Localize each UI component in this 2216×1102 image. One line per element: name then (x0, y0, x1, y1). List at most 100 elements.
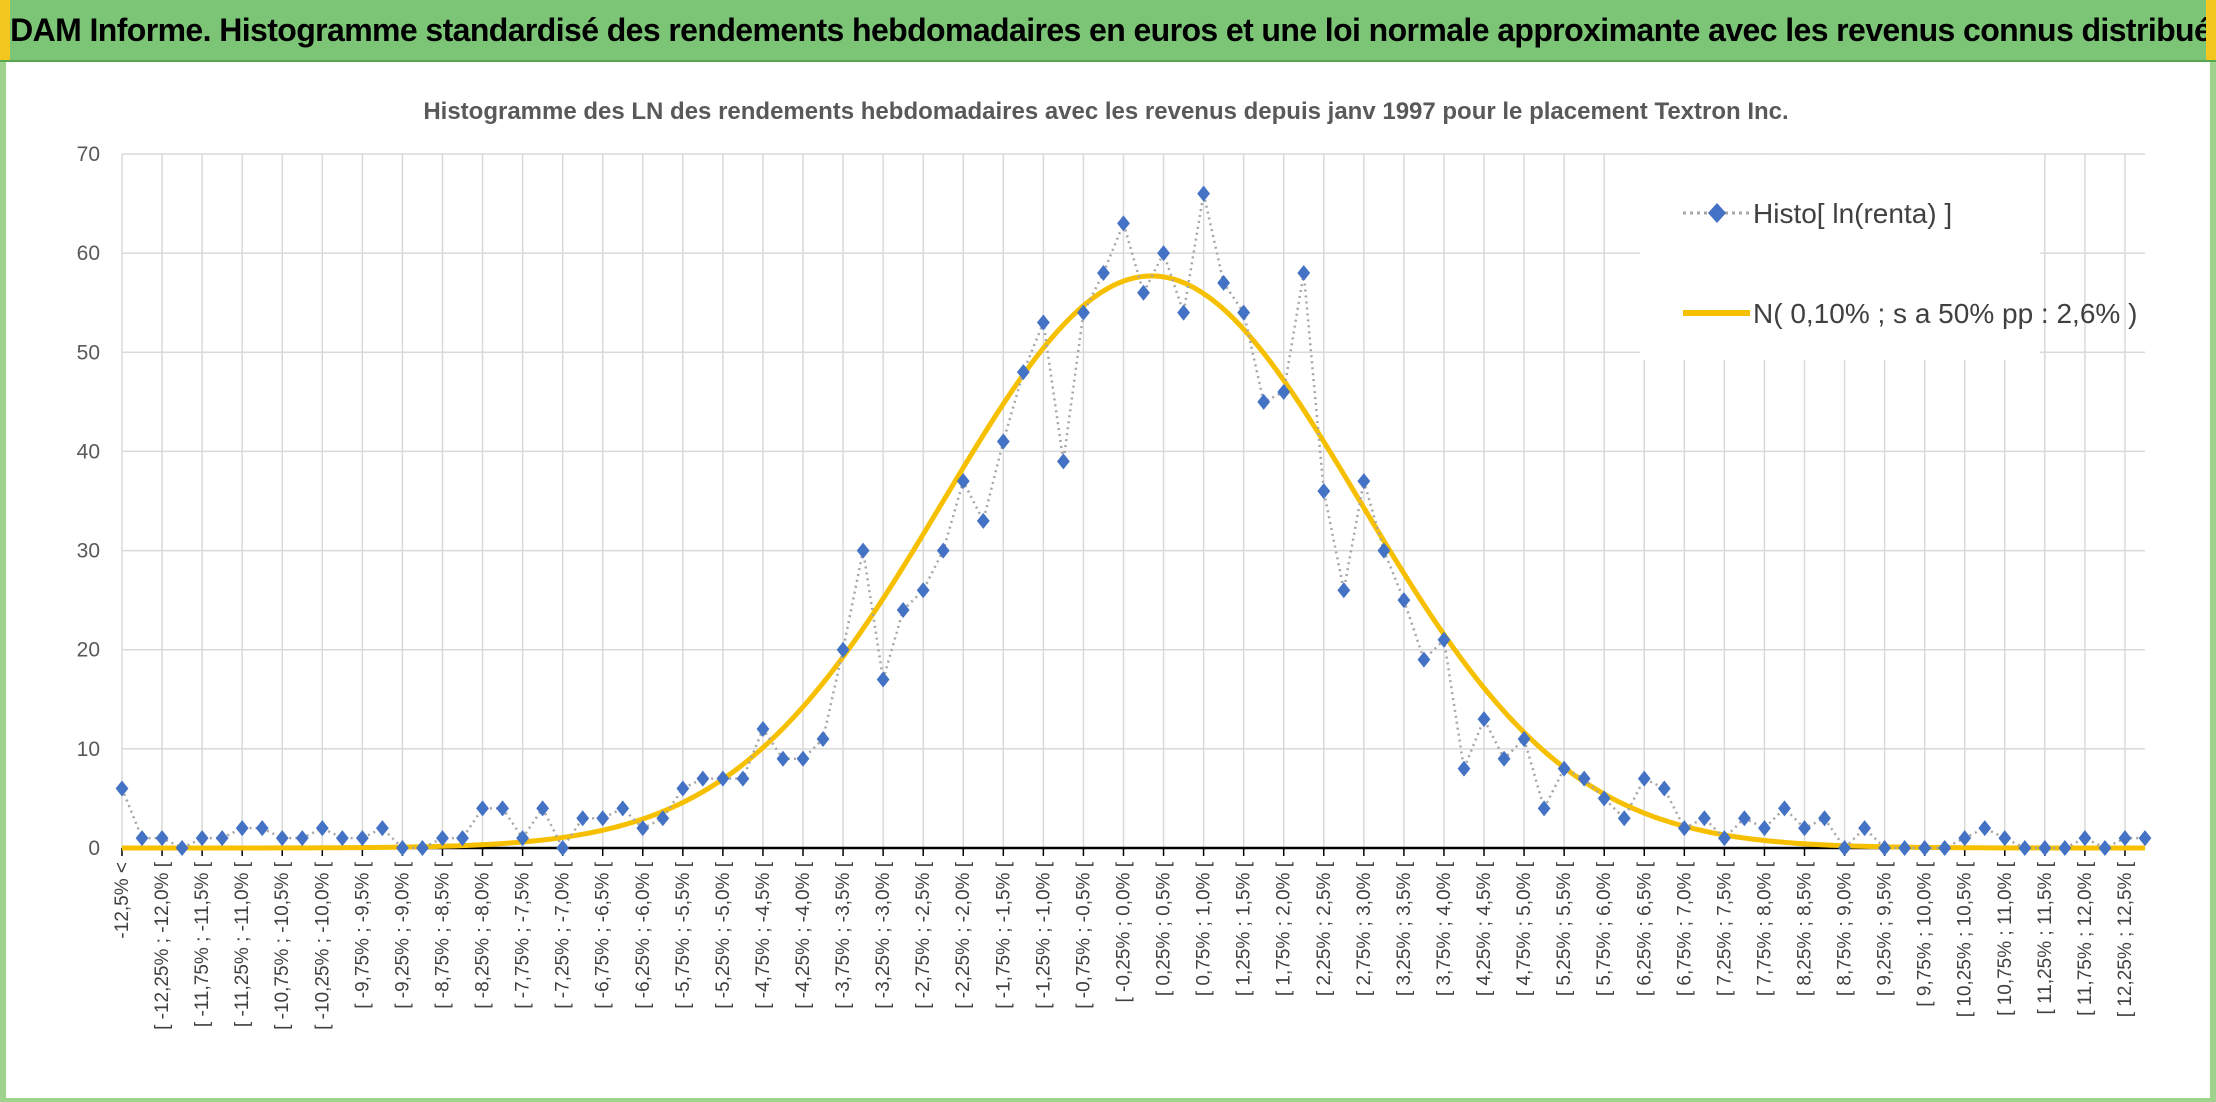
histogram-point (496, 800, 509, 817)
histogram-point (2078, 830, 2092, 847)
gridlines (121, 153, 2145, 848)
histogram-point (1277, 383, 1291, 400)
x-tick-label: [ -7,25% ; -7,0% [ (553, 861, 574, 1009)
x-tick-label: [ 12,25% ; 12,5% [ (2115, 861, 2136, 1017)
histogram-point (1858, 820, 1871, 837)
histogram-point (135, 830, 149, 847)
histogram-point (1477, 711, 1491, 728)
header-bar: ADAM Informe. Histogramme standardisé de… (0, 0, 2216, 62)
x-tick-label: [ -11,25% ; -11,0% [ (232, 861, 253, 1027)
histogram-point (676, 780, 690, 797)
histogram-point (1918, 840, 1932, 856)
histogram-point (1377, 542, 1391, 559)
histogram-point (836, 641, 850, 658)
page-title: ADAM Informe. Histogramme standardisé de… (0, 11, 2216, 48)
normal-curve-series (122, 273, 2145, 851)
histogram-point (355, 830, 369, 847)
chart-title: Histogramme des LN des rendements hebdom… (423, 98, 1788, 125)
histogram-point (776, 750, 790, 767)
x-tick-label: [ 3,25% ; 3,5% [ (1394, 861, 1415, 996)
histogram-point (416, 840, 429, 856)
x-tick-label: [ 7,75% ; 8,0% [ (1754, 861, 1775, 996)
x-tick-label: [ -4,25% ; -4,0% [ (793, 861, 814, 1009)
y-tick-label: 0 (88, 837, 100, 860)
histogram-point (516, 830, 529, 847)
histogram-point (1878, 840, 1892, 856)
x-tick-label: [ -5,75% ; -5,5% [ (673, 861, 694, 1009)
histogram-point (896, 602, 910, 619)
histogram-point (1257, 393, 1271, 410)
x-tick-label: [ 2,25% ; 2,5% [ (1314, 861, 1335, 996)
histogram-point (2138, 830, 2152, 847)
x-tick-label: [ -2,75% ; -2,5% [ (913, 861, 934, 1009)
histogram-point (1217, 274, 1231, 291)
histogram-point (1958, 830, 1972, 847)
histogram-point (796, 750, 810, 767)
legend-histo-label: Histo[ ln(renta) ] (1753, 198, 1952, 229)
histogram-point (255, 820, 269, 837)
x-tick-label: [ 4,75% ; 5,0% [ (1514, 861, 1535, 996)
histogram-point (596, 810, 610, 827)
x-tick-label: [ -6,25% ; -6,0% [ (633, 861, 654, 1009)
x-tick-label: [ 11,25% ; 11,5% [ (2035, 861, 2056, 1014)
histogram-point (1177, 304, 1190, 321)
y-tick-label: 20 (77, 639, 100, 662)
x-tick-label: [ 6,25% ; 6,5% [ (1634, 861, 1655, 996)
histogram-point (1537, 800, 1551, 817)
histogram-point (115, 780, 129, 797)
histogram-point (2098, 840, 2112, 856)
legend-background (1640, 155, 2040, 360)
y-tick-label: 70 (77, 143, 100, 166)
histogram-point (1998, 830, 2012, 847)
x-tick-label: [ -12,25% ; -12,0% [ (152, 861, 173, 1030)
histogram-point (375, 820, 389, 837)
x-tick-label: [ -6,75% ; -6,5% [ (593, 861, 614, 1009)
histogram-point (1056, 453, 1070, 470)
histogram-point (1297, 264, 1311, 281)
x-tick-label: [ -10,75% ; -10,5% [ (272, 861, 293, 1030)
x-tick-label: [ -3,75% ; -3,5% [ (833, 861, 854, 1009)
header-accent-left (0, 0, 10, 60)
histogram-point (576, 810, 590, 827)
histogram-point (1818, 810, 1831, 827)
histogram-point (1637, 770, 1651, 787)
histogram-point (816, 730, 830, 747)
histogram-point (1237, 304, 1251, 321)
histogram-point (295, 830, 309, 847)
histogram-point (2118, 830, 2132, 847)
histogram-point (1117, 215, 1130, 232)
histogram-point (1337, 582, 1351, 599)
x-tick-label: [ -0,25% ; 0,0% [ (1113, 861, 1134, 1002)
normal-curve (122, 273, 2145, 851)
histogram-point (335, 830, 349, 847)
x-tick-label: [ 6,75% ; 7,0% [ (1674, 861, 1695, 996)
histogram-point (1497, 750, 1511, 767)
histogram-point (956, 473, 970, 490)
histogram-point (1137, 284, 1150, 301)
y-axis: 0 10 20 30 40 50 60 70 (77, 143, 100, 860)
histogram-point (1397, 592, 1411, 609)
histogram-point (736, 770, 750, 787)
histogram-point (696, 770, 710, 787)
histogram-point (2038, 840, 2052, 856)
x-tick-label: [ 5,25% ; 5,5% [ (1554, 861, 1575, 996)
histogram-point (235, 820, 249, 837)
y-tick-label: 40 (77, 440, 100, 463)
x-tick-label: -12,5% < (112, 862, 133, 939)
x-tick-label: [ 0,75% ; 1,0% [ (1194, 861, 1215, 996)
histogram-point (1898, 840, 1912, 856)
histogram-point (1157, 245, 1170, 262)
histogram-point (1838, 840, 1851, 856)
histogram-point (556, 840, 570, 856)
histogram-point (1778, 800, 1791, 817)
x-tick-label: [ 4,25% ; 4,5% [ (1474, 861, 1495, 996)
x-tick-label: [ -1,25% ; -1,0% [ (1033, 861, 1054, 1009)
histogram-point (1197, 185, 1211, 202)
x-tick-label: [ -8,25% ; -8,0% [ (473, 861, 494, 1009)
histogram-point (616, 800, 630, 817)
histogram-point (1978, 820, 1992, 837)
histogram-point (1016, 364, 1030, 381)
histogram-point (976, 512, 990, 529)
x-tick-label: [ 0,25% ; 0,5% [ (1154, 861, 1175, 996)
